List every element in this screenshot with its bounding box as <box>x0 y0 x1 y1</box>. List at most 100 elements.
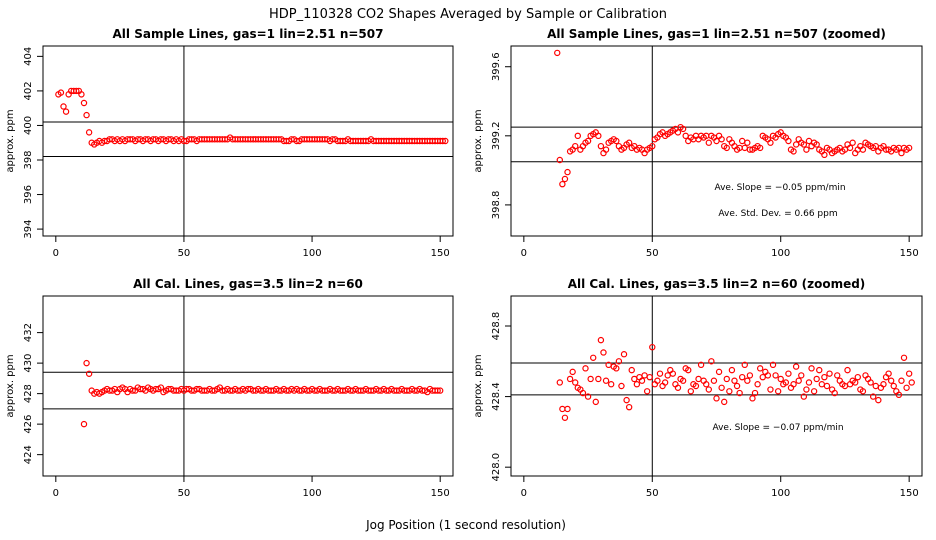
data-point <box>703 381 710 388</box>
data-point <box>607 381 615 388</box>
data-point <box>852 379 859 386</box>
y-tick-label: 394 <box>23 220 34 239</box>
x-tick-label: 100 <box>303 488 322 499</box>
data-point <box>625 139 633 146</box>
data-point <box>62 108 70 115</box>
chart-title: All Cal. Lines, gas=3.5 lin=2 n=60 <box>133 277 363 291</box>
data-point <box>782 379 790 386</box>
data-point <box>602 377 610 384</box>
data-point <box>746 372 754 379</box>
data-point <box>561 175 569 183</box>
data-point <box>849 139 856 146</box>
data-point <box>785 370 792 377</box>
data-point <box>572 379 579 386</box>
data-point <box>821 373 828 381</box>
data-point <box>741 361 748 369</box>
data-point <box>643 388 651 395</box>
data-point <box>726 388 733 395</box>
data-point <box>751 389 759 397</box>
data-point <box>733 382 741 390</box>
data-point <box>869 393 877 400</box>
data-point <box>592 398 599 406</box>
data-point <box>623 396 630 404</box>
data-point <box>561 414 569 421</box>
data-point <box>705 139 712 146</box>
chart-panels: All Sample Lines, gas=1 lin=2.51 n=507 0 5… <box>5 27 923 499</box>
data-point <box>898 377 905 384</box>
data-point <box>564 168 571 176</box>
data-point <box>434 387 441 394</box>
data-point <box>556 379 564 386</box>
data-point <box>584 137 592 145</box>
data-point <box>595 132 602 140</box>
data-point <box>633 381 641 388</box>
data-point <box>790 381 797 388</box>
data-point <box>880 381 887 388</box>
data-point <box>715 368 723 376</box>
x-tick-label: 150 <box>900 488 919 499</box>
x-tick-label: 50 <box>178 488 191 499</box>
data-point <box>713 395 720 402</box>
y-tick-label: 398 <box>23 150 34 169</box>
data-point <box>674 384 682 391</box>
data-point <box>579 389 587 397</box>
y-tick-label: 428 <box>23 384 34 403</box>
data-point <box>674 129 682 136</box>
data-point <box>574 132 581 140</box>
data-point <box>710 377 718 384</box>
chart-panel: All Sample Lines, gas=1 lin=2.51 n=507 0 5… <box>5 27 454 259</box>
x-tick-label: 0 <box>53 488 59 499</box>
data-point <box>908 379 915 386</box>
x-tick-label: 100 <box>303 248 322 259</box>
data-point <box>900 354 908 361</box>
data-point <box>613 365 620 372</box>
data-point <box>813 375 820 383</box>
data-point <box>759 373 766 381</box>
data-point <box>613 137 620 145</box>
data-point <box>654 377 661 384</box>
data-point <box>846 144 854 152</box>
data-point <box>649 142 656 150</box>
data-point <box>157 384 165 391</box>
data-point <box>798 372 805 379</box>
data-point <box>682 132 689 140</box>
figure-title: HDP_110328 CO2 Shapes Averaged by Sample… <box>269 7 667 22</box>
y-tick-label: 426 <box>23 415 34 434</box>
data-point <box>800 141 808 148</box>
data-point <box>602 146 610 153</box>
data-point <box>785 137 792 145</box>
data-point <box>656 370 664 377</box>
x-tick-label: 0 <box>521 488 527 499</box>
y-tick-label: 402 <box>23 81 34 100</box>
data-point <box>744 139 751 146</box>
data-point <box>903 384 910 391</box>
data-point <box>800 393 808 400</box>
data-point <box>73 87 80 95</box>
data-point <box>731 377 738 384</box>
y-tick-label: 398.8 <box>491 191 502 220</box>
x-tick-label: 150 <box>900 248 919 259</box>
data-point <box>767 139 774 146</box>
data-point <box>756 144 764 152</box>
data-point <box>590 354 597 361</box>
data-point <box>83 359 90 367</box>
data-point <box>664 372 671 379</box>
data-point <box>628 366 635 374</box>
data-point <box>803 386 810 393</box>
data-point <box>556 156 564 164</box>
data-point <box>649 343 656 351</box>
data-point <box>83 111 90 119</box>
data-point <box>687 388 695 395</box>
data-point <box>595 375 602 383</box>
y-axis-label: approx. ppm <box>473 354 484 417</box>
data-point <box>669 370 677 377</box>
data-point <box>60 103 67 110</box>
data-point <box>625 403 633 411</box>
chart-title: All Cal. Lines, gas=3.5 lin=2 n=60 (zoom… <box>568 277 866 291</box>
y-tick-label: 399.2 <box>491 121 502 150</box>
data-point <box>631 375 638 383</box>
x-tick-label: 50 <box>646 248 659 259</box>
data-point <box>795 377 802 384</box>
data-point <box>887 377 895 384</box>
data-point <box>439 137 446 145</box>
